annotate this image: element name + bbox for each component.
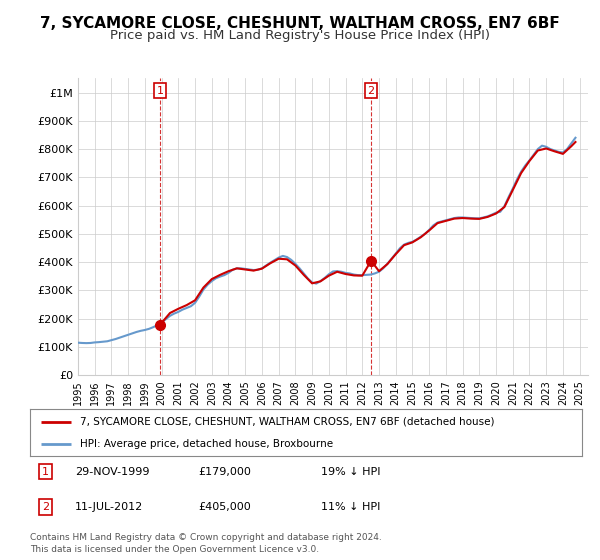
- Text: 19% ↓ HPI: 19% ↓ HPI: [321, 466, 380, 477]
- Text: 7, SYCAMORE CLOSE, CHESHUNT, WALTHAM CROSS, EN7 6BF: 7, SYCAMORE CLOSE, CHESHUNT, WALTHAM CRO…: [40, 16, 560, 31]
- Text: 1: 1: [42, 466, 49, 477]
- Text: Price paid vs. HM Land Registry's House Price Index (HPI): Price paid vs. HM Land Registry's House …: [110, 29, 490, 42]
- Text: This data is licensed under the Open Government Licence v3.0.: This data is licensed under the Open Gov…: [30, 545, 319, 554]
- Text: £179,000: £179,000: [198, 466, 251, 477]
- Text: 11-JUL-2012: 11-JUL-2012: [75, 502, 143, 512]
- Text: 2: 2: [42, 502, 49, 512]
- Text: 1: 1: [157, 86, 164, 96]
- Text: 29-NOV-1999: 29-NOV-1999: [75, 466, 149, 477]
- Text: 7, SYCAMORE CLOSE, CHESHUNT, WALTHAM CROSS, EN7 6BF (detached house): 7, SYCAMORE CLOSE, CHESHUNT, WALTHAM CRO…: [80, 417, 494, 427]
- Text: Contains HM Land Registry data © Crown copyright and database right 2024.: Contains HM Land Registry data © Crown c…: [30, 533, 382, 542]
- Text: £405,000: £405,000: [198, 502, 251, 512]
- Text: 11% ↓ HPI: 11% ↓ HPI: [321, 502, 380, 512]
- Text: HPI: Average price, detached house, Broxbourne: HPI: Average price, detached house, Brox…: [80, 438, 333, 449]
- Text: 2: 2: [368, 86, 374, 96]
